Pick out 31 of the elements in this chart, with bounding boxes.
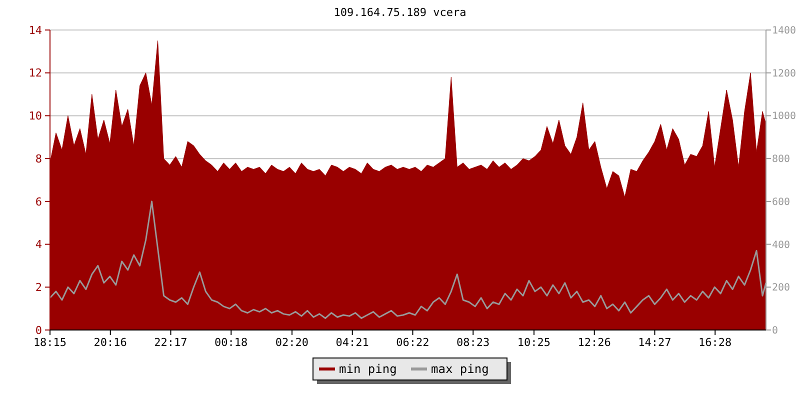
y-tick-label: 8: [35, 152, 42, 166]
legend-label: min ping: [339, 362, 397, 376]
x-tick-label: 14:27: [638, 336, 672, 349]
x-tick-label: 00:18: [214, 336, 248, 349]
chart-title: 109.164.75.189 vcera: [334, 6, 466, 19]
x-tick-label: 16:28: [698, 336, 732, 349]
x-tick-label: 20:16: [94, 336, 127, 349]
x-tick-label: 06:22: [396, 336, 430, 349]
y2-tick-label: 800: [772, 154, 790, 166]
y-tick-label: 0: [35, 324, 42, 337]
y-tick-label: 2: [35, 280, 42, 294]
y2-tick-label: 1000: [772, 111, 796, 122]
y-tick-label: 12: [28, 66, 42, 80]
y2-tick-label: 200: [772, 282, 790, 294]
x-tick-label: 18:15: [33, 336, 67, 349]
y2-tick-label: 600: [772, 196, 790, 208]
x-tick-label: 12:26: [578, 336, 611, 349]
x-tick-label: 22:17: [154, 336, 188, 349]
y2-tick-label: 0: [772, 326, 778, 336]
y2-tick-label: 1200: [772, 68, 796, 80]
y-tick-label: 6: [35, 195, 42, 208]
y-tick-label: 10: [28, 110, 42, 123]
x-tick-label: 02:20: [275, 336, 309, 349]
y2-tick-label: 400: [772, 240, 790, 251]
x-tick-label: 10:25: [517, 336, 551, 349]
x-tick-label: 04:21: [336, 336, 369, 349]
y2-tick-label: 1400: [772, 26, 796, 36]
legend-label: max ping: [431, 362, 489, 376]
x-tick-label: 08:23: [456, 336, 490, 349]
y-tick-label: 14: [28, 24, 42, 37]
y-tick-label: 4: [35, 238, 42, 252]
